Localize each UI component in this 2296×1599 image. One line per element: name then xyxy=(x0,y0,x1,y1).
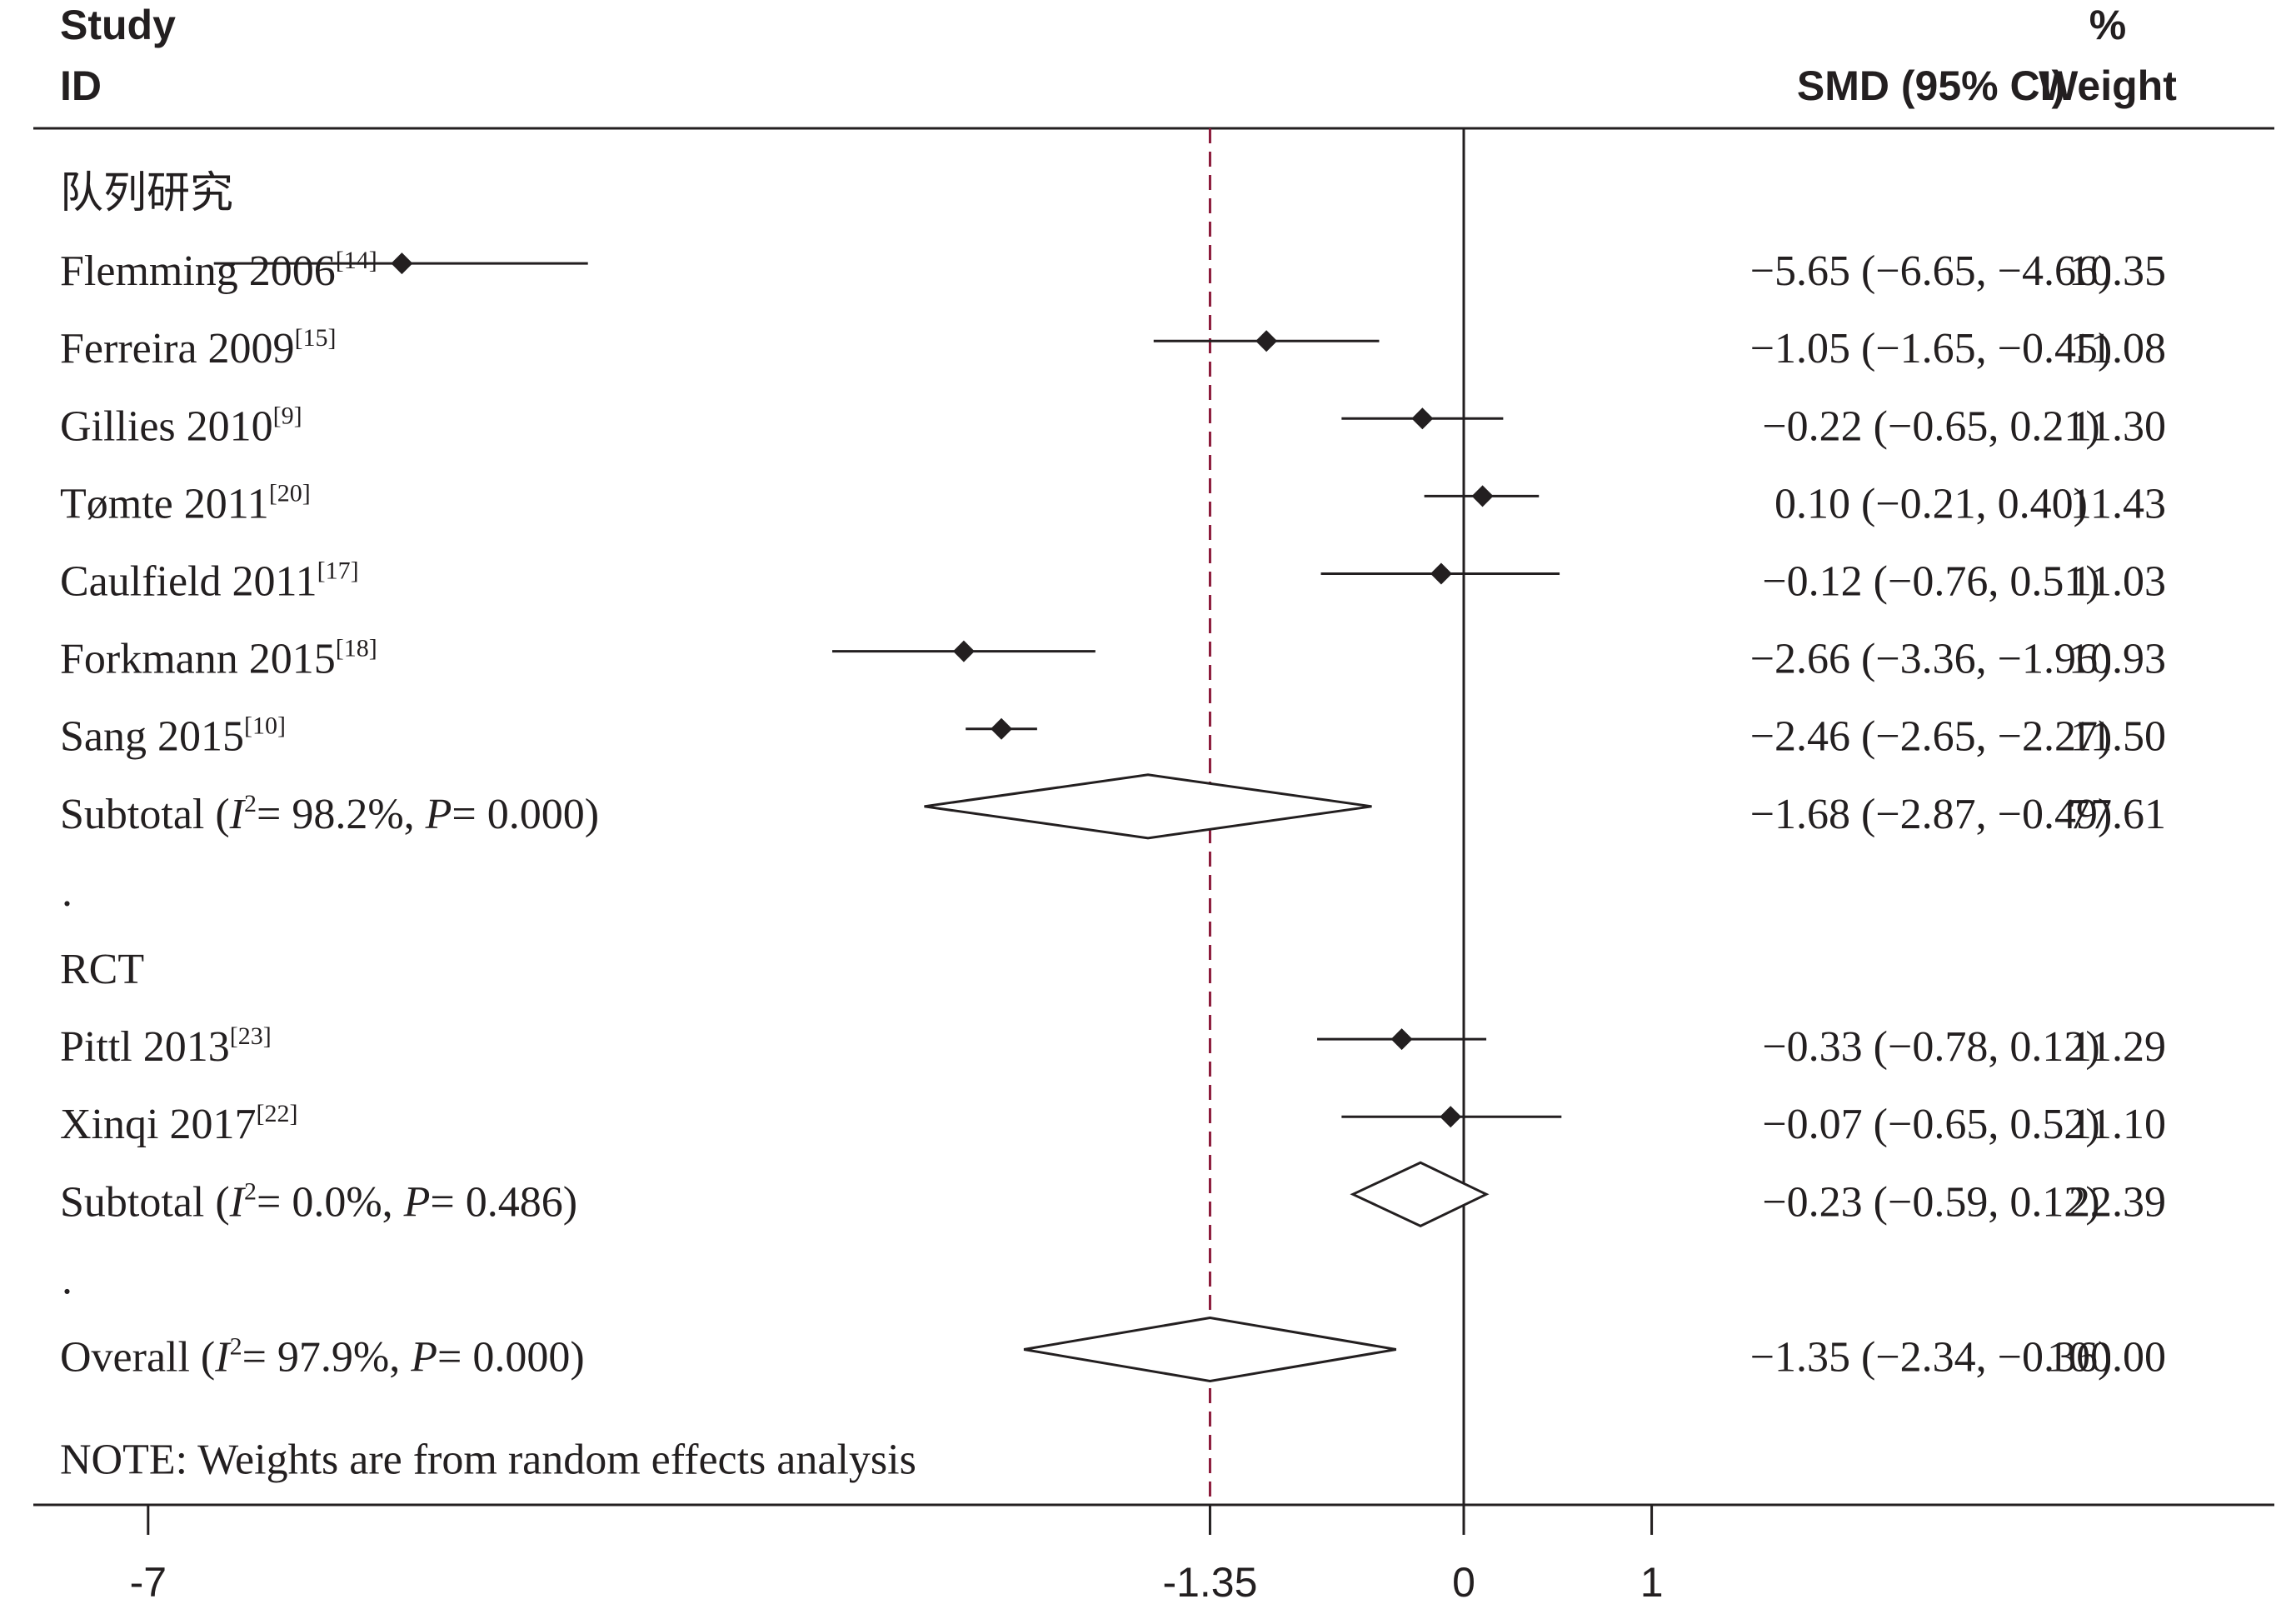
effect-ci-text: −2.46 (−2.65, −2.27) xyxy=(1750,713,2113,761)
x-tick-label: 0 xyxy=(1452,1559,1475,1599)
effect-ci-text: 0.10 (−0.21, 0.40) xyxy=(1774,480,2088,527)
subtotal-diamond xyxy=(924,773,1372,840)
study-label: Pittl 2013[23] xyxy=(60,1022,272,1071)
subtotal-weight-text: 22.39 xyxy=(2069,1178,2166,1226)
weights-note: NOTE: Weights are from random effects an… xyxy=(60,1437,916,1484)
point-estimate-marker xyxy=(1411,407,1434,430)
effect-ci-text: −0.07 (−0.65, 0.52) xyxy=(1762,1101,2099,1148)
weight-text: 11.30 xyxy=(2070,402,2166,450)
x-tick-label: -7 xyxy=(130,1559,167,1599)
point-estimate-marker xyxy=(1390,1028,1413,1051)
effect-ci-text: −0.12 (−0.76, 0.51) xyxy=(1762,558,2099,606)
weight-text: 10.35 xyxy=(2069,247,2166,295)
study-label: Tømte 2011[20] xyxy=(60,479,311,527)
effect-ci-text: −0.33 (−0.78, 0.12) xyxy=(1762,1023,2099,1071)
study-label: Xinqi 2017[22] xyxy=(60,1100,297,1148)
weight-text: 11.08 xyxy=(2070,325,2166,372)
point-estimate-marker xyxy=(1255,330,1278,352)
effect-ci-text: −0.22 (−0.65, 0.21) xyxy=(1762,402,2099,450)
study-label: Sang 2015[10] xyxy=(60,712,286,761)
overall-diamond xyxy=(1023,1316,1397,1383)
point-estimate-marker xyxy=(952,640,975,662)
subtotal-weight-text: 77.61 xyxy=(2069,791,2166,838)
point-estimate-marker xyxy=(1440,1106,1462,1128)
overall-label: Overall (I2= 97.9%, P= 0.000) xyxy=(60,1333,585,1382)
weight-text: 10.93 xyxy=(2069,636,2166,683)
weight-text: 11.10 xyxy=(2070,1101,2166,1148)
point-estimate-marker xyxy=(1430,562,1452,585)
overall-ci-text: −1.35 (−2.34, −0.36) xyxy=(1750,1334,2113,1382)
group-separator: . xyxy=(62,868,72,916)
subtotal-label: Subtotal (I2= 98.2%, P= 0.000) xyxy=(60,790,599,838)
point-estimate-marker xyxy=(991,717,1013,740)
x-tick-label: -1.35 xyxy=(1162,1559,1257,1599)
effect-ci-text: −2.66 (−3.36, −1.96) xyxy=(1750,636,2113,683)
subtotal-label: Subtotal (I2= 0.0%, P= 0.486) xyxy=(60,1177,577,1226)
weight-text: 11.29 xyxy=(2070,1023,2166,1071)
point-estimate-marker xyxy=(391,252,413,275)
effect-ci-text: −5.65 (−6.65, −4.66) xyxy=(1750,247,2113,295)
group-label: 队列研究 xyxy=(60,170,233,217)
header-effect-label: SMD (95% CI) xyxy=(1797,62,2065,109)
study-label: Gillies 2010[9] xyxy=(60,402,302,450)
subtotal-ci-text: −0.23 (−0.59, 0.12) xyxy=(1762,1178,2099,1226)
effect-ci-text: −1.05 (−1.65, −0.45) xyxy=(1750,325,2113,372)
point-estimate-marker xyxy=(1471,485,1494,507)
group-label: RCT xyxy=(60,946,144,993)
study-label: Ferreira 2009[15] xyxy=(60,324,337,372)
study-label: Caulfield 2011[17] xyxy=(60,557,359,606)
header-id-label: ID xyxy=(60,62,102,109)
subtotal-ci-text: −1.68 (−2.87, −0.49) xyxy=(1750,791,2113,838)
weight-text: 11.43 xyxy=(2070,480,2166,527)
x-tick-label: 1 xyxy=(1640,1559,1664,1599)
header-weight-pct-label: % xyxy=(2089,2,2126,48)
overall-weight-text: 100.00 xyxy=(2047,1334,2166,1382)
study-label: Flemming 2006[14] xyxy=(60,247,377,295)
header-weight-label: Weight xyxy=(2039,62,2177,109)
weight-text: 11.03 xyxy=(2070,558,2166,606)
subtotal-diamond xyxy=(1350,1161,1490,1227)
group-separator: . xyxy=(62,1256,72,1303)
study-label: Forkmann 2015[18] xyxy=(60,635,377,683)
weight-text: 11.50 xyxy=(2070,713,2166,761)
header-study-label: Study xyxy=(60,2,176,48)
